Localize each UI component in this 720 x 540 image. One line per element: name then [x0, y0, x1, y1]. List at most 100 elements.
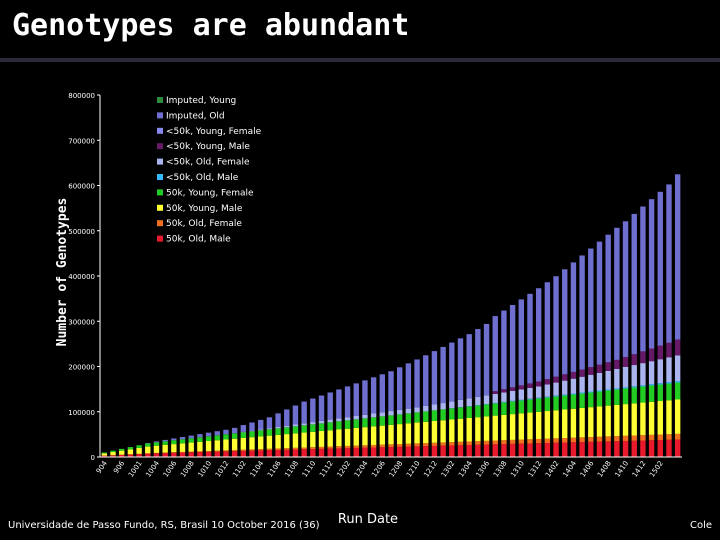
x-tick-label: 1004 [144, 459, 161, 479]
bar-segment [553, 276, 559, 377]
bar-segment [127, 447, 134, 450]
bar-segment [249, 431, 255, 438]
bar-segment [153, 441, 160, 443]
bar-segment [449, 445, 455, 457]
bar-segment [544, 379, 551, 385]
bar-segment [231, 450, 238, 452]
bar-segment [292, 447, 299, 450]
bar-segment [614, 404, 620, 437]
bar-segment [614, 436, 620, 442]
bar-segment [405, 413, 412, 424]
bar-segment [370, 444, 377, 448]
bar-segment [370, 417, 377, 427]
bar-segment [249, 430, 255, 432]
bar-segment [119, 450, 125, 455]
bar-segment [223, 429, 229, 435]
bar-segment [310, 447, 316, 450]
bar-segment [475, 417, 481, 442]
x-tick-label: 1502 [648, 460, 665, 479]
bar-segment [579, 369, 585, 377]
bar-segment [379, 416, 386, 426]
legend-label: <50k, Old, Male [166, 173, 239, 183]
bar-segment [353, 415, 359, 420]
bar-segment [362, 414, 368, 419]
bar-segment [640, 206, 646, 352]
bar-segment [535, 443, 542, 457]
bar-segment [475, 441, 481, 445]
bar-segment [509, 400, 516, 402]
bar-segment [648, 199, 655, 349]
bar-segment [431, 351, 438, 405]
bar-segment [596, 241, 603, 365]
bar-segment [284, 409, 290, 426]
bar-segment [188, 438, 194, 443]
legend-swatch [157, 127, 163, 134]
bar-segment [396, 414, 403, 425]
bar-segment [214, 440, 220, 451]
bar-segment [657, 191, 663, 346]
bar-segment [518, 439, 524, 444]
x-tick-label: 1202 [335, 460, 352, 479]
bar-segment [153, 445, 160, 453]
bar-segment [431, 410, 438, 422]
bar-segment [483, 395, 490, 405]
bar-segment [579, 393, 585, 408]
bar-segment [136, 447, 142, 454]
bar-segment [605, 389, 611, 391]
bar-segment [466, 398, 472, 407]
bar-segment [501, 440, 507, 445]
bar-segment [396, 444, 403, 447]
x-axis: 904 906 1001 1004 1006 1008 1010 1012 1102 1104 11… [95, 456, 682, 479]
bar-segment [275, 449, 281, 457]
bar-segment [544, 384, 551, 397]
bar-segment [318, 448, 325, 457]
bar-segment [570, 394, 577, 409]
bar-segment [657, 345, 663, 360]
bar-segment [605, 436, 611, 442]
bar-segment [336, 421, 342, 430]
bar-segment [301, 449, 307, 457]
bar-segment [674, 382, 681, 400]
bar-segment [431, 442, 438, 446]
bar-segment [501, 414, 507, 441]
legend-item: Imputed, Young [157, 96, 236, 106]
bar-segment [449, 408, 455, 420]
bar-segment [119, 454, 125, 457]
bar-segment [162, 441, 168, 445]
bar-segment [370, 377, 377, 414]
bar-segment [266, 450, 273, 457]
bar-segment [318, 395, 325, 421]
bar-segment [197, 451, 203, 453]
bar-segment [648, 434, 655, 441]
bar-segment [258, 429, 264, 431]
bar-segment [631, 365, 637, 387]
x-tick-label: 1402 [544, 460, 561, 479]
bar-segment [562, 394, 568, 396]
bar-segment [622, 404, 629, 436]
bar-segment [631, 435, 637, 441]
bar-segment [301, 432, 307, 448]
bar-segment [353, 445, 359, 448]
bar-segment [292, 433, 299, 448]
bar-segment [405, 363, 412, 409]
bar-segment [631, 387, 637, 404]
bar-segment [179, 451, 186, 453]
bar-segment [614, 368, 620, 389]
bar-segment [492, 440, 498, 445]
bar-segment [405, 423, 412, 444]
x-tick-label: 1102 [231, 460, 248, 479]
series-2 [101, 399, 681, 456]
bar-segment [492, 316, 498, 392]
bar-segment [648, 348, 655, 362]
y-axis-label: Number of Genotypes [55, 198, 70, 347]
bar-segment [275, 448, 281, 450]
bar-segment [214, 450, 220, 452]
y-tick-label: 200000 [68, 364, 95, 372]
bar-segment [249, 449, 255, 451]
bar-segment [622, 440, 629, 457]
bar-segment [648, 384, 655, 386]
bar-segment [666, 357, 672, 383]
bar-segment [179, 452, 186, 457]
bar-segment [535, 381, 542, 387]
bar-segment [127, 454, 134, 457]
